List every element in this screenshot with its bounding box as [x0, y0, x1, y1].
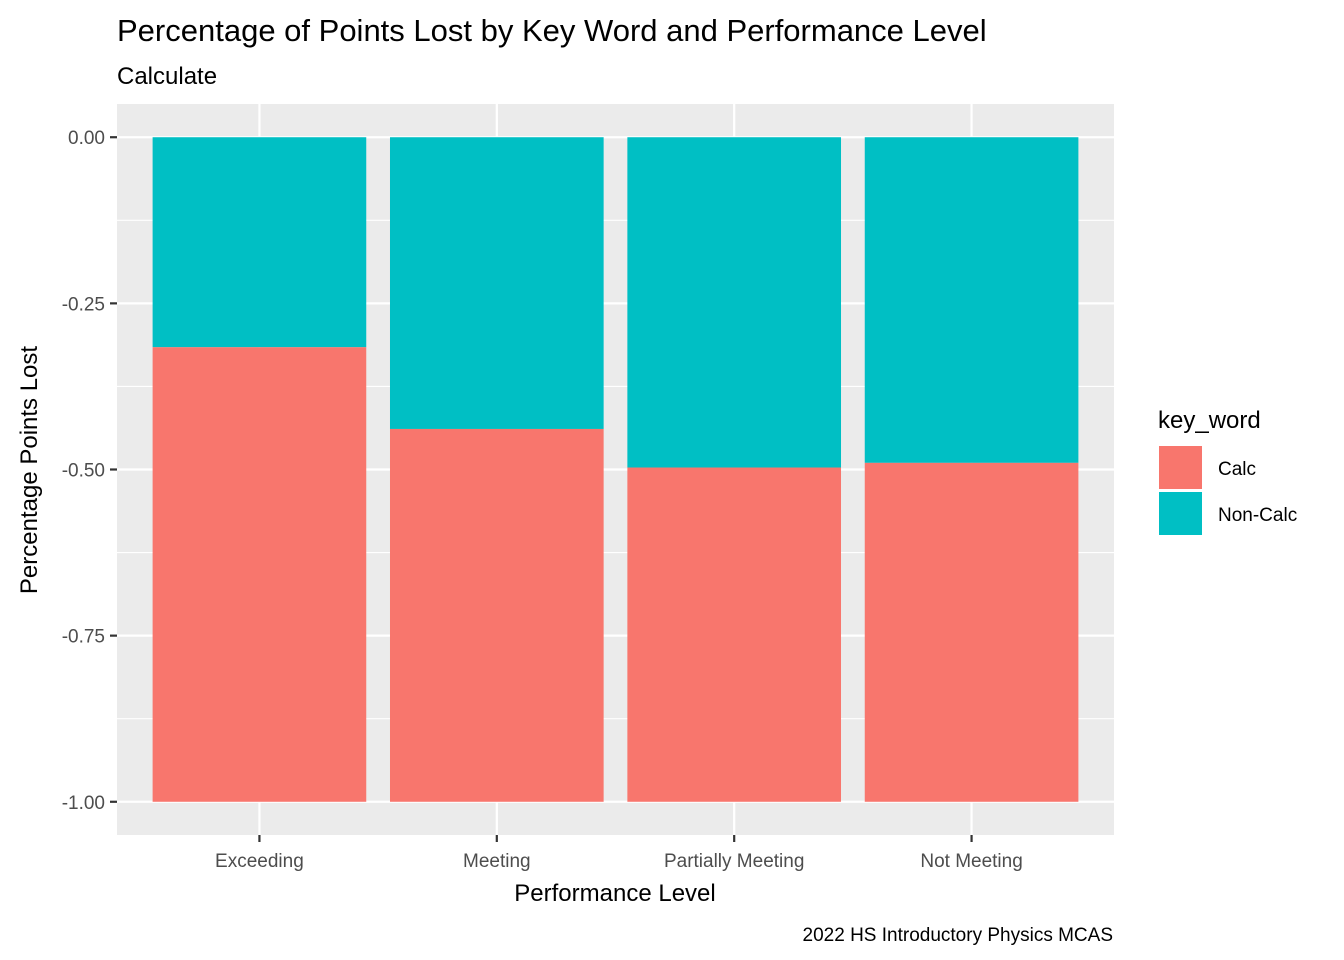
y-tick-label: -0.75 — [62, 627, 105, 648]
legend-key-non-calc — [1159, 492, 1202, 535]
bars — [152, 137, 1079, 802]
bar-non-calc — [152, 137, 367, 348]
y-tick-label: -0.25 — [62, 294, 105, 315]
x-tick-label: Partially Meeting — [664, 851, 804, 872]
y-tick-label: -1.00 — [62, 793, 105, 814]
bar-non-calc — [864, 137, 1079, 463]
legend: key_word Calc Non-Calc — [1158, 407, 1297, 535]
legend-key-calc — [1159, 446, 1202, 489]
chart-subtitle: Calculate — [117, 63, 217, 90]
y-tick-label: -0.50 — [62, 461, 105, 482]
legend-title: key_word — [1158, 407, 1261, 434]
bar-non-calc — [389, 137, 604, 429]
x-tick-label: Meeting — [463, 851, 531, 872]
x-tick-label: Not Meeting — [920, 851, 1022, 872]
x-axis: Exceeding Meeting Partially Meeting Not Mee… — [215, 835, 1023, 872]
x-axis-title: Performance Level — [514, 880, 715, 907]
y-tick-label: 0.00 — [68, 128, 105, 149]
chart-caption: 2022 HS Introductory Physics MCAS — [803, 925, 1113, 946]
y-axis-title: Percentage Points Lost — [16, 346, 43, 594]
bar-calc — [627, 467, 842, 802]
chart-title: Percentage of Points Lost by Key Word an… — [117, 13, 987, 48]
legend-label: Non-Calc — [1218, 505, 1297, 526]
legend-label: Calc — [1218, 459, 1256, 480]
bar-non-calc — [627, 137, 842, 468]
bar-calc — [152, 347, 367, 802]
bar-calc — [389, 428, 604, 802]
y-axis: 0.00 -0.25 -0.50 -0.75 -1.00 — [62, 128, 117, 814]
x-tick-label: Exceeding — [215, 851, 304, 872]
bar-calc — [864, 462, 1079, 802]
